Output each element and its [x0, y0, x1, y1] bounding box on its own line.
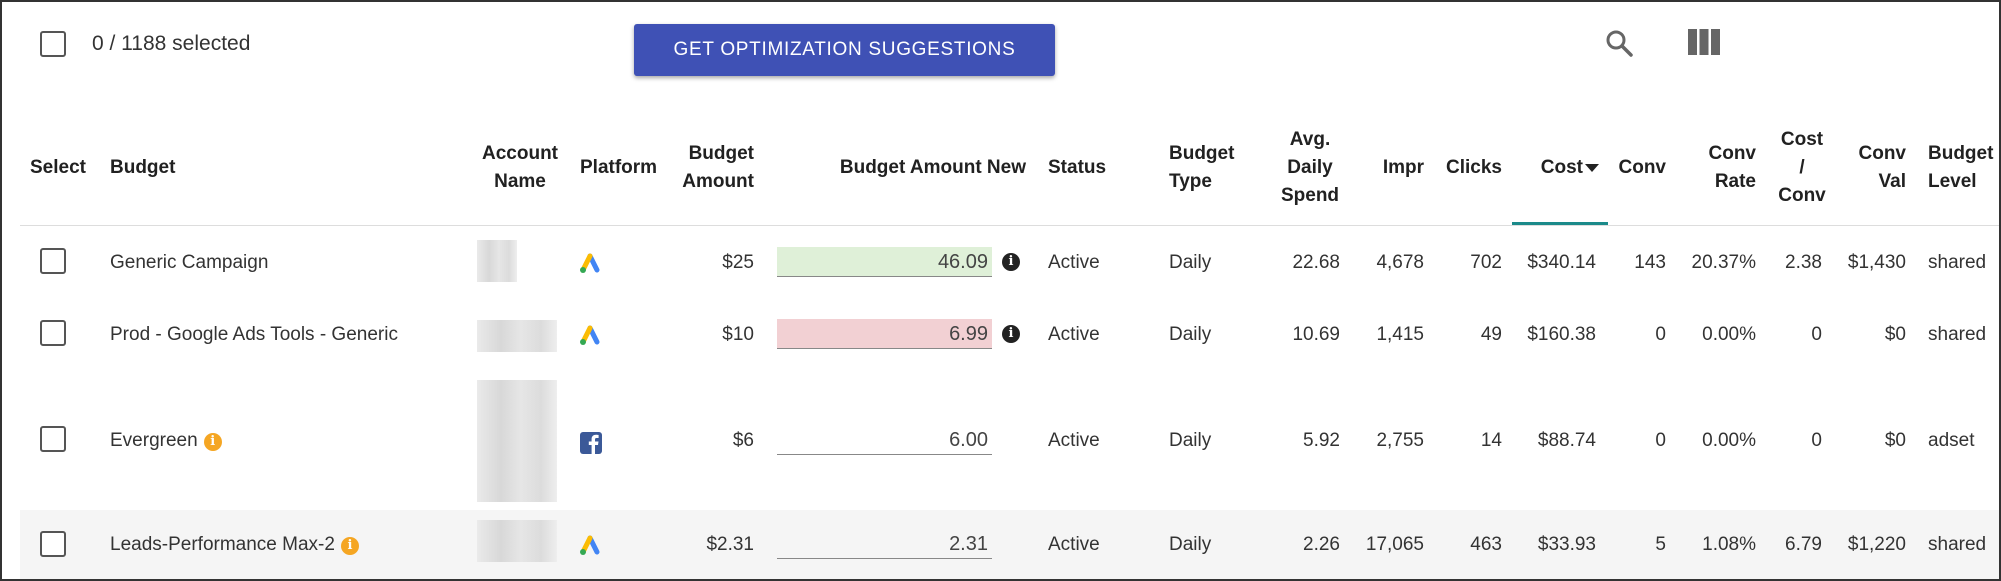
conv-rate: 20.37%	[1691, 252, 1756, 273]
budget-amount: $10	[722, 324, 754, 345]
search-icon[interactable]	[1604, 28, 1634, 63]
budget-amount-new-input[interactable]: 2.31	[777, 529, 992, 559]
warning-info-icon[interactable]: i	[203, 433, 222, 451]
budget-type: Daily	[1169, 534, 1212, 555]
column-header-budget-level[interactable]: Budget Level	[1928, 143, 1994, 192]
selected-count: 0 / 1188 selected	[92, 32, 251, 55]
sort-indicator-underline	[1512, 222, 1608, 225]
column-header-select: Select	[30, 157, 86, 178]
cost: $160.38	[1527, 324, 1596, 345]
budget-name[interactable]: Prod - Google Ads Tools - Generic	[110, 324, 398, 345]
budget-amount-new-input[interactable]: 6.00	[777, 425, 992, 455]
status: Active	[1048, 534, 1100, 555]
conv: 0	[1655, 430, 1666, 451]
column-header-budget[interactable]: Budget	[110, 157, 176, 178]
budget-amount-new-input[interactable]: 6.99	[777, 319, 992, 349]
status: Active	[1048, 430, 1100, 451]
column-header-account-name[interactable]: Account Name	[482, 143, 558, 192]
conv-rate: 0.00%	[1702, 430, 1756, 451]
budget-type: Daily	[1169, 252, 1212, 273]
column-header-avg-daily-spend[interactable]: Avg. Daily Spend	[1280, 129, 1340, 206]
column-header-cost-per-conv[interactable]: Cost / Conv	[1778, 129, 1826, 206]
conv: 0	[1655, 324, 1666, 345]
warning-info-icon[interactable]: i	[340, 537, 359, 555]
cost: $33.93	[1537, 534, 1596, 555]
select-all-checkbox[interactable]	[40, 31, 66, 57]
status: Active	[1048, 324, 1100, 345]
row-checkbox[interactable]	[40, 320, 66, 346]
header-divider	[20, 225, 1999, 226]
budget-type: Daily	[1169, 430, 1212, 451]
column-header-budget-amount[interactable]: Budget Amount	[682, 143, 754, 192]
column-header-impr[interactable]: Impr	[1382, 157, 1424, 178]
google-ads-icon	[578, 325, 602, 352]
info-icon[interactable]: i	[1002, 325, 1020, 343]
conv-val: $0	[1884, 324, 1906, 345]
column-header-clicks[interactable]: Clicks	[1446, 157, 1502, 178]
cost-per-conv: 0	[1811, 324, 1822, 345]
impr: 1,415	[1376, 324, 1424, 345]
conv: 143	[1634, 252, 1666, 273]
clicks: 14	[1480, 430, 1502, 451]
conv-val: $0	[1884, 430, 1906, 451]
impr: 2,755	[1376, 430, 1424, 451]
cost-per-conv: 6.79	[1785, 534, 1822, 555]
account-name-redacted	[477, 240, 517, 282]
clicks: 702	[1470, 252, 1502, 273]
cost-per-conv: 0	[1811, 430, 1822, 451]
impr: 4,678	[1376, 252, 1424, 273]
avg-daily-spend: 2.26	[1303, 534, 1340, 555]
sort-descending-icon	[1585, 163, 1599, 172]
info-icon[interactable]: i	[1002, 253, 1020, 271]
clicks: 49	[1480, 324, 1502, 345]
impr: 17,065	[1365, 534, 1424, 555]
budget-level: shared	[1928, 324, 1987, 345]
conv-val: $1,220	[1847, 534, 1906, 555]
column-header-cost[interactable]: Cost	[1512, 112, 1599, 224]
budget-level: shared	[1928, 534, 1987, 555]
conv: 5	[1655, 534, 1666, 555]
toolbar: 0 / 1188 selected GET OPTIMIZATION SUGGE…	[2, 2, 1999, 102]
budget-type: Daily	[1169, 324, 1212, 345]
column-header-budget-type[interactable]: Budget Type	[1169, 143, 1235, 192]
account-name-redacted	[477, 380, 557, 502]
column-header-conv-rate[interactable]: Conv Rate	[1708, 143, 1757, 192]
facebook-icon	[580, 432, 602, 459]
avg-daily-spend: 22.68	[1292, 252, 1340, 273]
budget-name[interactable]: Evergreen i	[110, 430, 222, 452]
conv-val: $1,430	[1847, 252, 1906, 273]
google-ads-icon	[578, 253, 602, 280]
account-name-redacted	[477, 320, 557, 352]
account-name-redacted	[477, 520, 557, 562]
cost: $88.74	[1537, 430, 1596, 451]
view-columns-icon[interactable]	[1688, 29, 1720, 60]
budget-name[interactable]: Leads-Performance Max-2 i	[110, 534, 359, 556]
column-header-conv-val[interactable]: Conv Val	[1858, 143, 1907, 192]
clicks: 463	[1470, 534, 1502, 555]
budget-name[interactable]: Generic Campaign	[110, 252, 269, 273]
avg-daily-spend: 10.69	[1292, 324, 1340, 345]
google-ads-icon	[578, 535, 602, 562]
get-optimization-suggestions-button[interactable]: GET OPTIMIZATION SUGGESTIONS	[634, 24, 1055, 76]
cost: $340.14	[1527, 252, 1596, 273]
conv-rate: 0.00%	[1702, 324, 1756, 345]
status: Active	[1048, 252, 1100, 273]
column-header-conv[interactable]: Conv	[1618, 157, 1667, 178]
budget-level: shared	[1928, 252, 1987, 273]
column-header-budget-amount-new[interactable]: Budget Amount New	[839, 157, 1026, 178]
column-header-platform[interactable]: Platform	[580, 157, 658, 178]
row-checkbox[interactable]	[40, 426, 66, 452]
budget-amount: $2.31	[706, 534, 754, 555]
row-checkbox[interactable]	[40, 531, 66, 557]
budget-amount: $6	[732, 430, 754, 451]
row-checkbox[interactable]	[40, 248, 66, 274]
budget-level: adset	[1928, 430, 1975, 451]
conv-rate: 1.08%	[1702, 534, 1756, 555]
budget-amount-new-input[interactable]: 46.09	[777, 247, 992, 277]
column-header-status[interactable]: Status	[1048, 157, 1107, 178]
cost-per-conv: 2.38	[1785, 252, 1822, 273]
avg-daily-spend: 5.92	[1303, 430, 1340, 451]
budget-amount: $25	[722, 252, 754, 273]
